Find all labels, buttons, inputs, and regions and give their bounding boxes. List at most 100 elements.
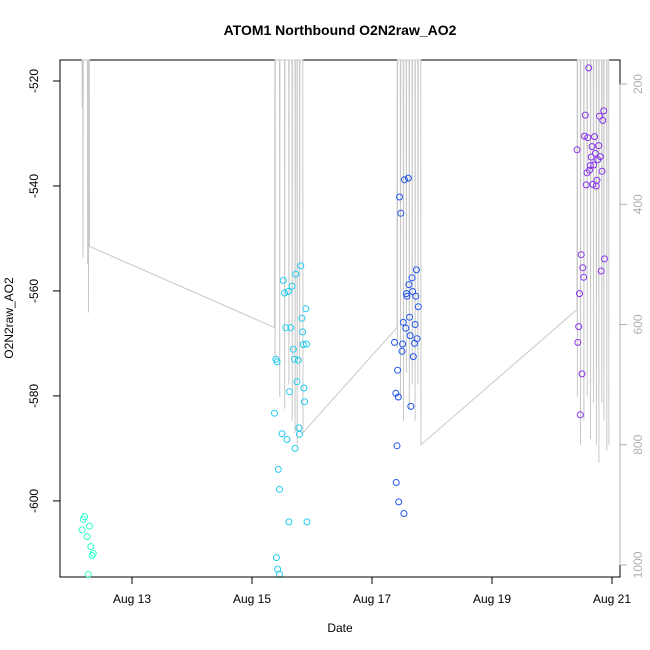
data-point-series-4 (582, 181, 590, 189)
y-axis: -600 -580 -560 -540 -520 (27, 69, 61, 513)
data-point-series-4 (599, 116, 607, 124)
data-point-series-3 (394, 393, 402, 401)
data-point-series-2 (298, 314, 306, 322)
data-point-series-3 (406, 332, 414, 340)
data-point-series-3 (396, 193, 403, 201)
data-point-series-2 (300, 384, 308, 392)
data-point-series-4 (581, 132, 588, 140)
data-point-series-2 (302, 305, 310, 313)
data-point-series-3 (406, 313, 413, 321)
y-tick-label: -600 (27, 489, 41, 513)
data-point-series-3 (403, 292, 411, 300)
data-point-series-2 (299, 328, 307, 336)
x-tick-label: Aug 21 (593, 592, 631, 606)
data-point-series-4 (593, 176, 601, 184)
data-point-series-3 (411, 321, 419, 328)
data-point-series-2 (291, 444, 299, 452)
data-point-series-2 (287, 324, 295, 332)
data-point-series-3 (399, 340, 407, 348)
y2-axis: 200 400 600 800 1000 (619, 74, 645, 578)
data-point-series-2 (271, 409, 278, 417)
data-point-series-2 (274, 465, 282, 473)
data-point-series-2 (292, 270, 300, 278)
data-point-series-3 (402, 290, 410, 298)
data-point-series-2 (303, 518, 311, 526)
data-point-series-2 (288, 282, 296, 290)
x-axis-label: Date (327, 621, 353, 635)
data-point-series-1 (78, 526, 86, 534)
data-point-series-4 (590, 161, 598, 169)
x-tick-label: Aug 15 (233, 592, 271, 606)
background-line-layer (81, 59, 610, 463)
data-point-series-3 (401, 176, 408, 184)
data-point-series-3 (393, 442, 401, 450)
data-point-series-4 (596, 112, 603, 120)
data-point-series-4 (579, 264, 587, 272)
data-point-series-4 (600, 107, 608, 115)
data-point-series-3 (400, 510, 408, 517)
data-point-series-4 (588, 143, 596, 151)
data-point-series-3 (402, 324, 410, 332)
data-point-series-1 (83, 533, 91, 541)
data-point-series-1 (87, 543, 95, 551)
data-point-series-2 (279, 276, 287, 284)
data-point-series-4 (577, 251, 585, 259)
data-point-series-2 (273, 358, 281, 366)
data-point-series-3 (399, 318, 407, 326)
data-point-series-4 (576, 290, 583, 298)
data-point-series-3 (394, 366, 402, 374)
data-point-series-3 (397, 209, 405, 217)
x-tick-label: Aug 13 (113, 592, 151, 606)
data-point-series-3 (414, 303, 422, 311)
data-point-series-2 (293, 378, 301, 386)
data-point-series-2 (297, 262, 305, 270)
data-point-series-3 (392, 479, 400, 486)
data-point-series-1 (89, 549, 97, 557)
data-point-series-3 (408, 274, 416, 282)
data-point-series-2 (291, 355, 298, 363)
data-point-series-4 (585, 64, 593, 72)
data-point-series-4 (581, 111, 589, 119)
chart-title: ATOM1 Northbound O2N2raw_AO2 (224, 22, 457, 38)
y2-tick-label: 800 (631, 434, 645, 454)
data-point-series-3 (398, 347, 406, 355)
data-point-series-4 (574, 338, 582, 346)
data-point-series-4 (578, 370, 586, 378)
data-point-series-2 (278, 430, 286, 438)
data-point-series-3 (412, 266, 420, 274)
y2-tick-label: 600 (631, 314, 645, 334)
x-tick-label: Aug 17 (353, 592, 391, 606)
data-point-series-4 (595, 142, 603, 150)
data-point-series-3 (404, 174, 412, 182)
data-point-series-4 (580, 273, 588, 281)
data-point-series-4 (584, 134, 592, 142)
data-point-series-4 (597, 267, 605, 275)
data-point-series-3 (391, 338, 398, 346)
data-point-series-4 (589, 180, 597, 188)
y2-tick-label: 400 (631, 194, 645, 214)
data-point-series-4 (576, 411, 584, 419)
data-point-series-3 (405, 281, 413, 289)
data-point-series-4 (587, 153, 595, 161)
data-point-series-4 (586, 162, 594, 169)
data-point-series-4 (601, 255, 608, 263)
y2-tick-label: 200 (631, 74, 645, 94)
data-point-series-2 (299, 341, 307, 348)
data-point-series-3 (412, 292, 420, 300)
data-point-series-4 (596, 153, 604, 161)
data-point-series-4 (591, 149, 599, 157)
data-point-series-2 (289, 345, 297, 353)
data-point-series-2 (285, 518, 293, 526)
data-point-series-1 (86, 522, 93, 530)
data-point-series-1 (84, 570, 92, 578)
y2-tick-label: 1000 (631, 551, 645, 578)
y-tick-label: -580 (27, 384, 41, 408)
y-tick-label: -560 (27, 279, 41, 303)
points-layer (78, 64, 608, 578)
x-axis: Aug 13 Aug 15 Aug 17 Aug 19 Aug 21 (113, 576, 631, 606)
x-tick-label: Aug 19 (473, 592, 511, 606)
data-point-series-3 (409, 288, 417, 295)
y-axis-label: O2N2raw_AO2 (2, 277, 16, 359)
data-point-series-4 (591, 133, 598, 141)
